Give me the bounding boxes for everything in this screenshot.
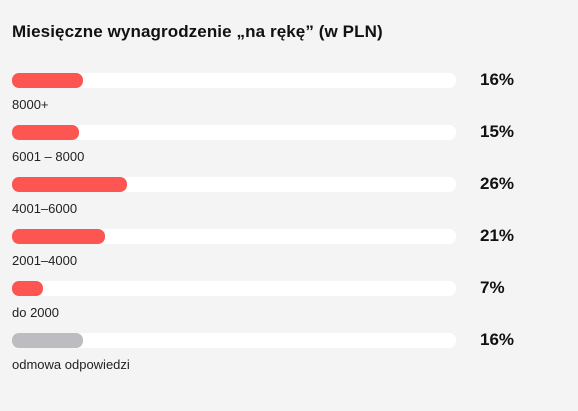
category-label: 6001 – 8000 <box>12 149 85 164</box>
bar <box>12 125 79 140</box>
bar-row: 15% 6001 – 8000 <box>0 122 578 177</box>
value-label: 21% <box>480 226 515 245</box>
bar-row: 7% do 2000 <box>0 278 578 333</box>
category-label: 4001–6000 <box>12 201 78 216</box>
value-label: 16% <box>480 70 515 89</box>
category-label: 8000+ <box>12 97 49 112</box>
category-label: odmowa odpowiedzi <box>12 357 130 372</box>
bar-track <box>12 333 456 348</box>
value-label: 26% <box>480 174 515 193</box>
bar <box>12 229 106 244</box>
value-label: 7% <box>480 278 505 297</box>
category-label: 2001–4000 <box>12 253 78 268</box>
bar <box>12 177 128 192</box>
bar-row: 16% 8000+ <box>0 70 578 125</box>
bar-track <box>12 177 456 192</box>
value-label: 16% <box>480 330 515 349</box>
bar-row: 26% 4001–6000 <box>0 174 578 229</box>
value-label: 15% <box>480 122 515 141</box>
bar-track <box>12 229 456 244</box>
bar-track <box>12 125 456 140</box>
bar <box>12 73 84 88</box>
bar-row: 21% 2001–4000 <box>0 226 578 281</box>
bar-track <box>12 73 456 88</box>
bar-track <box>12 281 456 296</box>
category-label: do 2000 <box>12 305 59 320</box>
bar-row: 16% odmowa odpowiedzi <box>0 330 578 385</box>
bar <box>12 281 44 296</box>
chart-title: Miesięczne wynagrodzenie „na rękę” (w PL… <box>12 22 383 41</box>
bar <box>12 333 84 348</box>
